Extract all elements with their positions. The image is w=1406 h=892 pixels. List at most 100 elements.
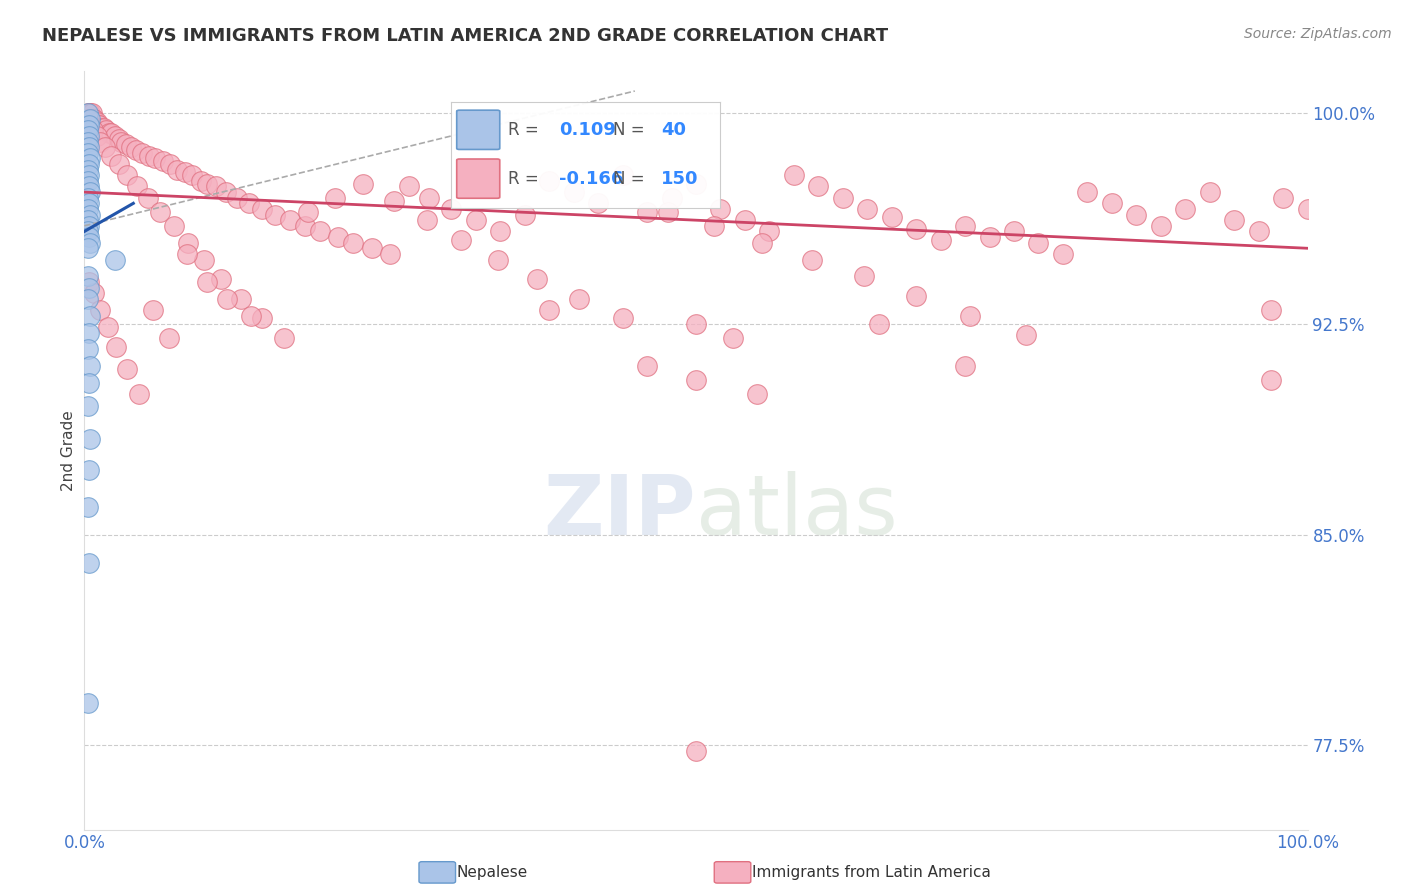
Point — [177, 235, 200, 250]
Point — [77, 275, 100, 289]
Point — [86, 128, 108, 143]
Point — [360, 241, 382, 255]
Point — [90, 120, 112, 135]
Point — [190, 174, 212, 188]
Point — [89, 303, 111, 318]
Point — [1260, 373, 1282, 387]
Point — [107, 132, 129, 146]
Point — [297, 204, 319, 219]
Point — [309, 224, 332, 238]
Point — [612, 168, 634, 182]
Point — [77, 556, 100, 570]
Point — [82, 112, 104, 127]
Point — [929, 233, 952, 247]
Point — [94, 140, 117, 154]
Point — [104, 252, 127, 267]
Point — [77, 213, 100, 227]
Point — [852, 269, 875, 284]
Point — [953, 359, 976, 374]
Point — [703, 219, 725, 233]
Point — [294, 219, 316, 233]
Point — [229, 292, 252, 306]
Point — [905, 289, 928, 303]
Point — [783, 168, 806, 182]
Point — [195, 275, 218, 289]
Point — [238, 196, 260, 211]
Point — [142, 303, 165, 318]
Point — [79, 112, 101, 127]
Point — [77, 106, 100, 120]
Point — [734, 213, 756, 227]
Point — [751, 235, 773, 250]
Point — [79, 235, 101, 250]
Point — [77, 196, 100, 211]
Point — [418, 191, 440, 205]
Point — [176, 247, 198, 261]
Point — [173, 165, 195, 179]
Point — [856, 202, 879, 216]
Point — [77, 269, 100, 284]
Text: Nepalese: Nepalese — [457, 865, 529, 880]
Point — [831, 191, 853, 205]
Point — [93, 120, 115, 135]
Point — [77, 219, 100, 233]
Point — [79, 152, 101, 166]
Point — [79, 309, 101, 323]
Point — [1125, 208, 1147, 222]
Point — [416, 213, 439, 227]
Point — [77, 106, 100, 120]
Point — [77, 230, 100, 244]
Point — [136, 191, 159, 205]
Point — [77, 463, 100, 477]
Point — [1150, 219, 1173, 233]
Point — [157, 331, 180, 345]
Point — [77, 399, 100, 413]
Point — [97, 319, 120, 334]
Point — [77, 376, 100, 390]
Point — [82, 123, 104, 137]
Point — [97, 126, 120, 140]
Point — [77, 140, 100, 154]
Text: Immigrants from Latin America: Immigrants from Latin America — [752, 865, 991, 880]
Point — [77, 112, 100, 127]
Point — [538, 174, 561, 188]
Point — [181, 168, 204, 182]
Point — [685, 317, 707, 331]
Point — [486, 252, 509, 267]
Point — [323, 191, 346, 205]
Point — [562, 185, 585, 199]
Point — [110, 135, 132, 149]
Point — [1052, 247, 1074, 261]
Point — [79, 208, 101, 222]
Point — [567, 292, 589, 306]
Point — [278, 213, 301, 227]
Point — [464, 213, 486, 227]
Point — [209, 272, 232, 286]
Point — [96, 123, 118, 137]
Point — [77, 224, 100, 238]
Point — [77, 179, 100, 194]
Point — [250, 202, 273, 216]
Point — [77, 696, 100, 710]
Point — [79, 106, 101, 120]
Point — [273, 331, 295, 345]
Point — [758, 224, 780, 238]
Point — [1002, 224, 1025, 238]
Point — [105, 340, 128, 354]
Point — [342, 235, 364, 250]
Point — [1076, 185, 1098, 199]
Point — [166, 162, 188, 177]
Point — [87, 118, 110, 132]
Point — [77, 343, 100, 357]
Point — [226, 191, 249, 205]
Point — [77, 241, 100, 255]
Point — [869, 317, 891, 331]
Point — [538, 303, 561, 318]
Point — [685, 373, 707, 387]
Point — [526, 272, 548, 286]
Point — [807, 179, 830, 194]
Point — [612, 311, 634, 326]
Point — [250, 311, 273, 326]
Point — [100, 126, 122, 140]
Point — [239, 309, 262, 323]
